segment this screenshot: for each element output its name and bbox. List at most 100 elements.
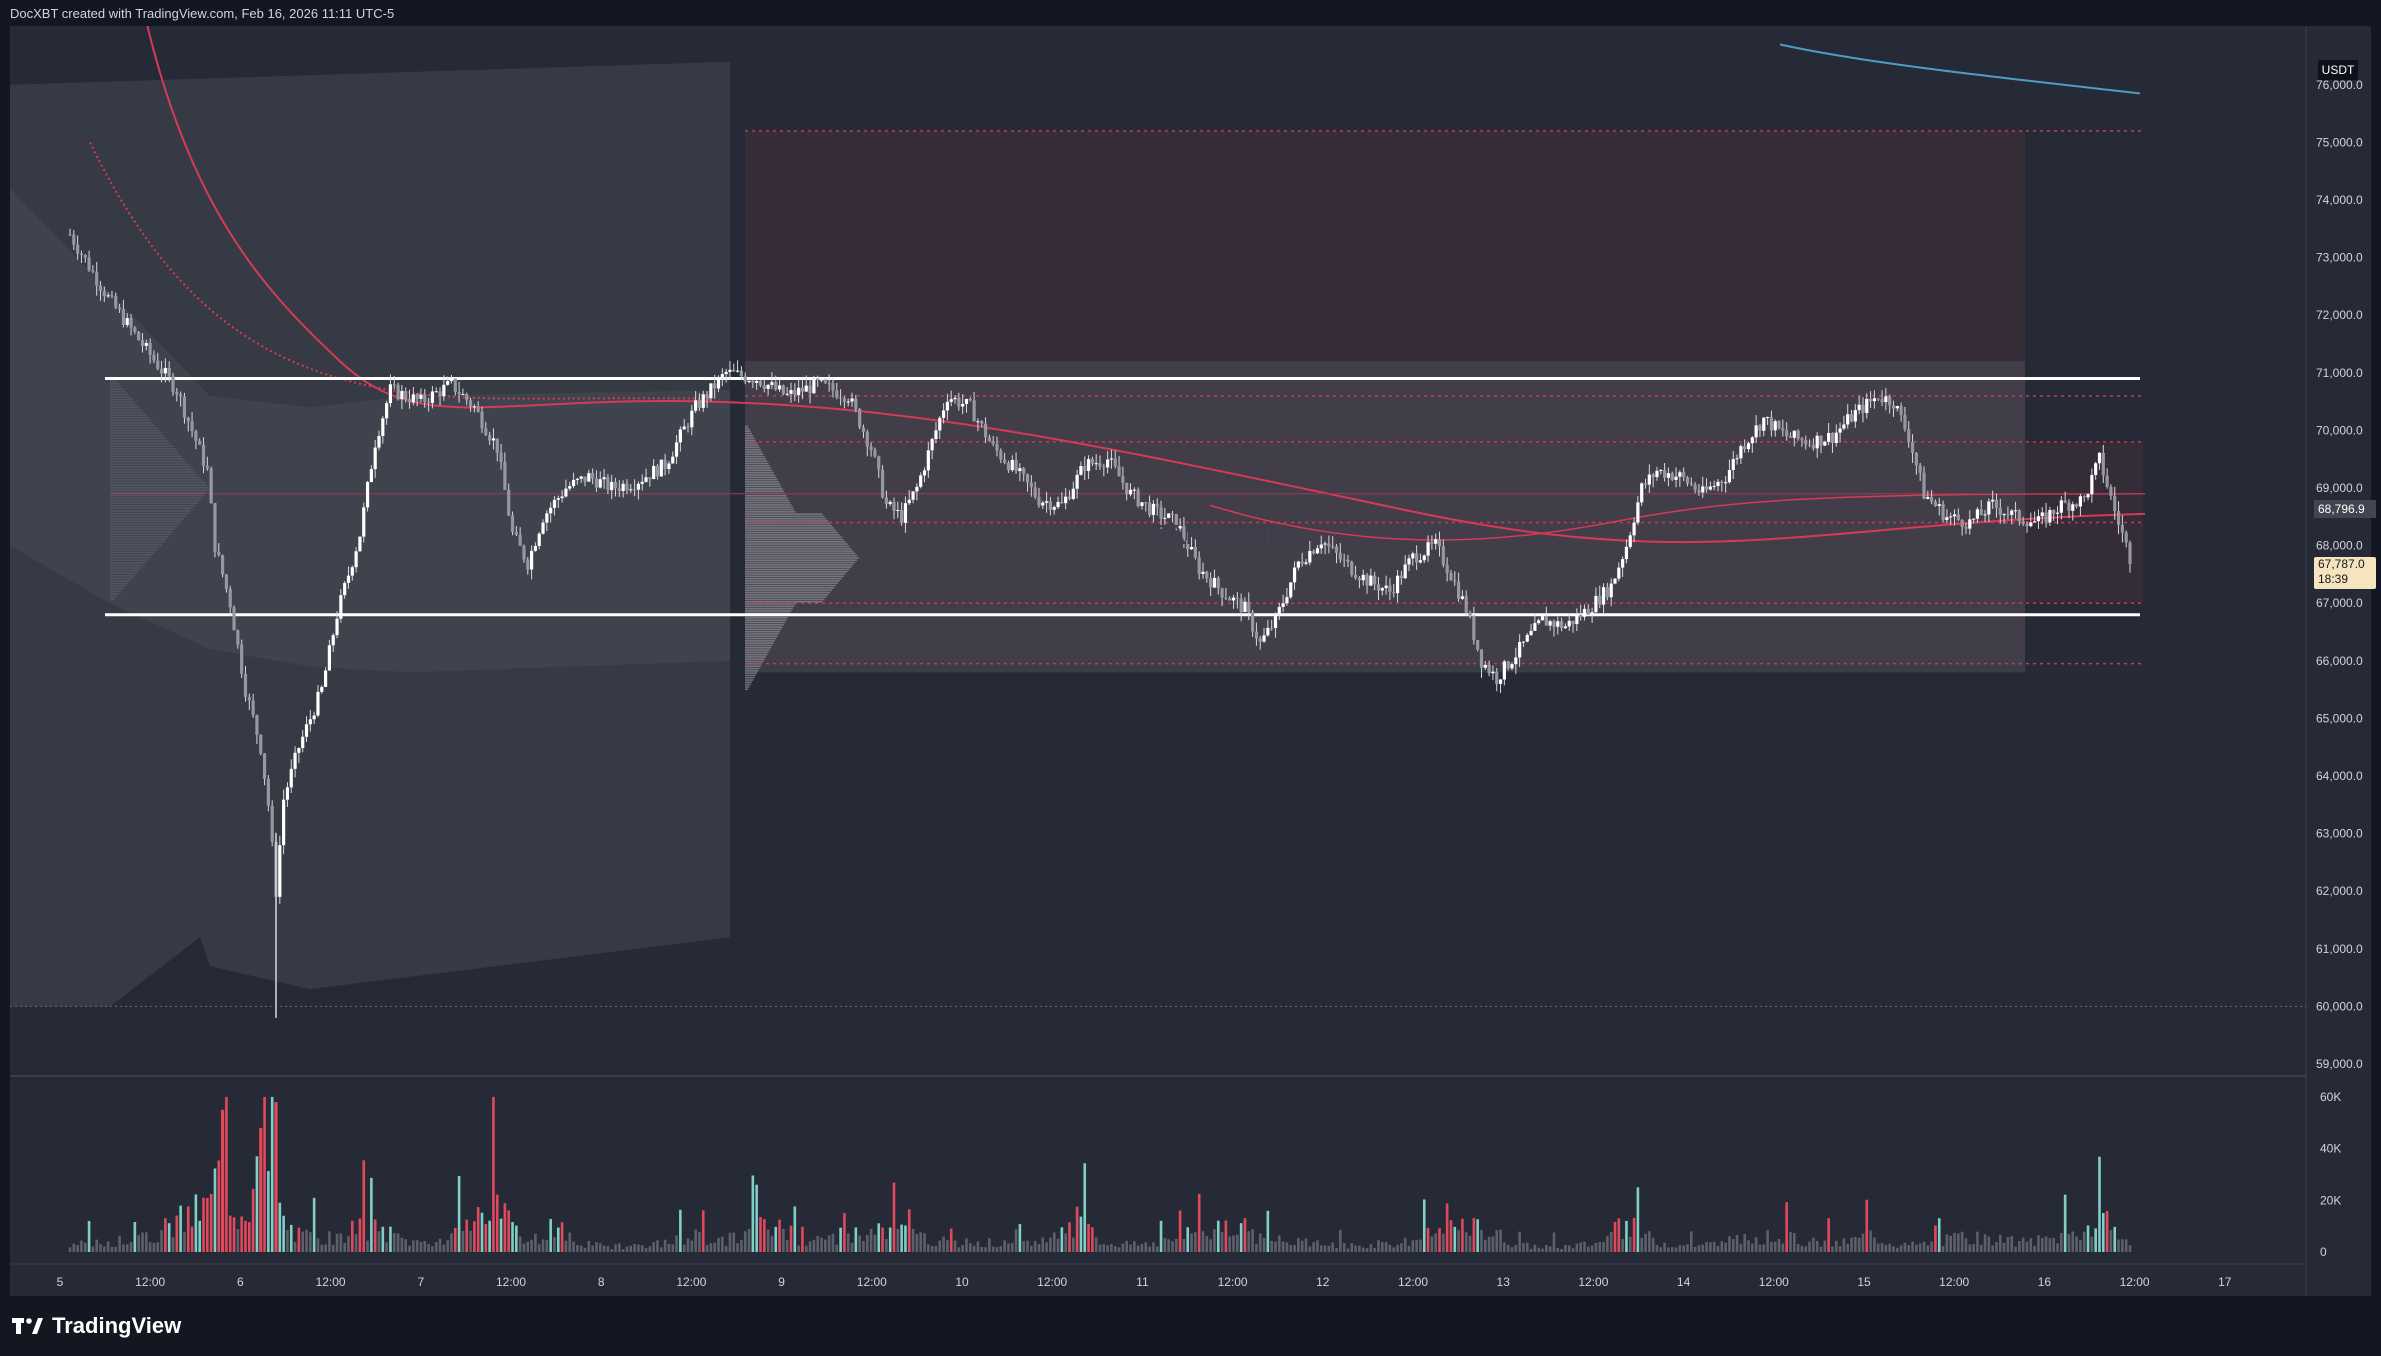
candle-body <box>1407 558 1411 565</box>
candle-body <box>205 465 209 469</box>
volume-bar <box>1171 1241 1174 1252</box>
bottom-bar: TradingView <box>0 1296 2381 1356</box>
candle-body <box>1418 560 1423 563</box>
candle-body <box>102 290 106 297</box>
volume-bar <box>469 1230 472 1252</box>
volume-profile-bar <box>745 536 842 538</box>
volume-bar <box>1377 1240 1380 1252</box>
candle-body <box>1323 543 1327 545</box>
candle-body <box>152 354 156 361</box>
volume-bar <box>1560 1248 1563 1252</box>
candle-body <box>1960 519 1964 527</box>
candle-body <box>1674 476 1678 480</box>
candle-body <box>1327 543 1331 547</box>
candle-body <box>1762 417 1766 431</box>
volume-bar <box>267 1170 270 1252</box>
volume-bar <box>1415 1239 1418 1252</box>
candle-body <box>453 378 457 392</box>
candle-body <box>549 507 553 514</box>
candle-body <box>945 401 950 411</box>
currency-badge[interactable]: USDT <box>2318 60 2358 80</box>
volume-profile-bar <box>745 600 823 603</box>
candle-body <box>266 778 270 806</box>
volume-profile-bar <box>745 603 796 605</box>
volume-bar <box>1693 1246 1697 1252</box>
volume-profile-bar-left <box>110 435 164 437</box>
candle-body <box>1064 496 1068 504</box>
tradingview-logo[interactable]: TradingView <box>12 1312 181 1340</box>
volume-bar <box>2010 1236 2014 1252</box>
candle-body <box>1479 649 1484 668</box>
candle-body <box>533 545 538 551</box>
chart-frame[interactable]: 76,000.0 75,000.0 74,000.0 73,000.0 72,000.0… <box>10 26 2376 1296</box>
candle-body <box>728 369 732 372</box>
candle-body <box>957 397 961 407</box>
volume-bar <box>991 1246 995 1252</box>
volume-profile-bar <box>745 593 829 596</box>
time-axis-label: 9 <box>778 1275 785 1289</box>
candle-body <box>346 575 351 583</box>
volume-bar <box>2060 1232 2063 1252</box>
volume-axis-tick: 40K <box>2320 1142 2341 1156</box>
candle-body <box>789 390 793 394</box>
candle-body <box>1510 664 1514 669</box>
candle-body <box>797 387 801 396</box>
candle-body <box>617 488 621 492</box>
candle-body <box>1079 466 1083 475</box>
chart-canvas[interactable]: 76,000.0 75,000.0 74,000.0 73,000.0 72,000.0… <box>10 26 2371 1296</box>
volume-bar <box>362 1160 366 1252</box>
volume-profile-bar-left <box>110 569 139 572</box>
volume-bar <box>289 1224 293 1252</box>
candle-body <box>72 234 76 245</box>
candle-body <box>217 551 221 556</box>
candle-body <box>129 318 133 328</box>
candle-body <box>1029 482 1033 488</box>
candle-body <box>167 367 171 377</box>
candle-body <box>484 428 488 435</box>
time-axis-label: 8 <box>598 1275 605 1289</box>
candle-body <box>1315 548 1320 554</box>
time-axis-label: 16 <box>2038 1275 2052 1289</box>
volume-bar <box>2113 1226 2117 1252</box>
volume-bar <box>133 1222 137 1252</box>
volume-bar <box>1617 1218 1621 1252</box>
candle-body <box>1624 546 1629 560</box>
volume-profile-bar <box>745 674 756 677</box>
volume-profile-bar <box>745 476 777 479</box>
candle-body <box>1868 398 1873 402</box>
volume-bar <box>1339 1229 1342 1252</box>
volume-bar <box>255 1156 259 1252</box>
value-area-left <box>10 188 730 673</box>
price-axis-tick: 74,000.0 <box>2316 193 2363 207</box>
volume-bar <box>942 1236 945 1252</box>
volume-profile-bar <box>745 612 791 615</box>
candle-body <box>1117 466 1121 477</box>
candle-body <box>1659 469 1663 471</box>
candle-body <box>1392 591 1396 594</box>
candle-body <box>472 406 476 408</box>
volume-profile-bar <box>745 483 781 485</box>
candle-body <box>2078 496 2083 507</box>
volume-bar <box>965 1238 968 1252</box>
candle-body <box>556 498 560 500</box>
volume-bar <box>721 1236 724 1252</box>
candle-body <box>1708 486 1712 490</box>
volume-bar <box>564 1240 568 1252</box>
candle-body <box>343 582 347 596</box>
volume-bar <box>1117 1247 1121 1252</box>
candle-body <box>846 401 850 403</box>
volume-bar <box>423 1240 427 1252</box>
volume-profile-bar <box>745 605 795 608</box>
candle-body <box>1838 428 1842 433</box>
volume-bar <box>141 1232 144 1252</box>
volume-bar <box>389 1226 392 1252</box>
candle-body <box>930 439 934 451</box>
candle-body <box>1136 489 1140 506</box>
volume-profile-bar-left <box>110 549 157 551</box>
candle-body <box>335 618 339 636</box>
volume-bar <box>1590 1245 1594 1252</box>
candle-body <box>228 588 232 608</box>
volume-bar <box>1922 1241 1926 1252</box>
volume-bar <box>95 1239 99 1252</box>
volume-profile-bar <box>745 633 779 635</box>
